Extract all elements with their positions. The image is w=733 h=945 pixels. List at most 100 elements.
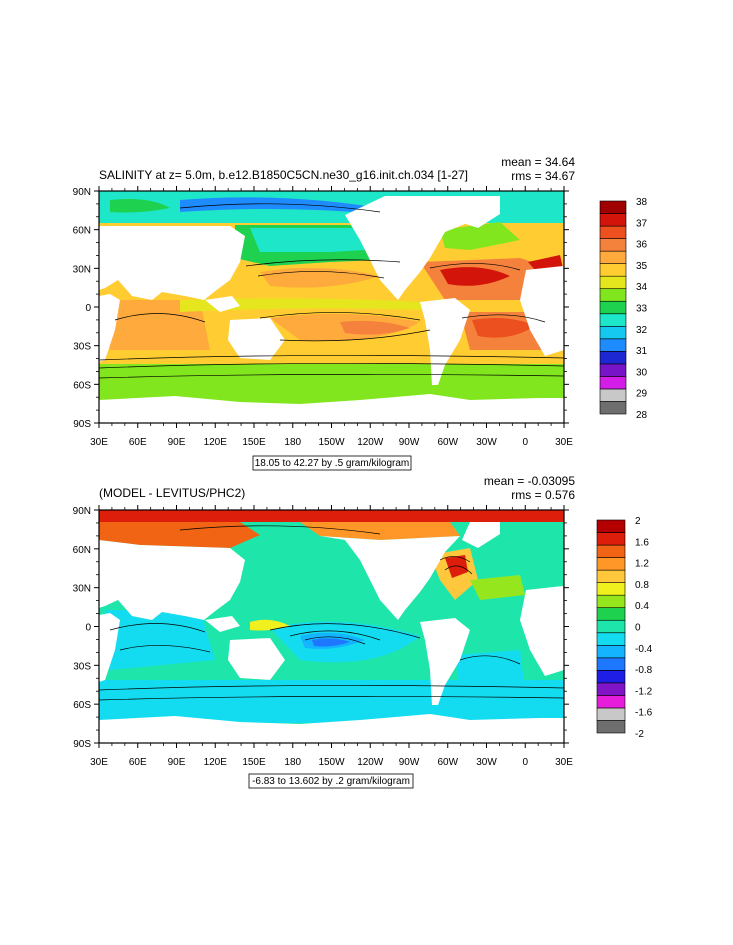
difference-info-box bbox=[248, 773, 414, 789]
salinity-atlantic-n-core bbox=[440, 267, 510, 286]
difference-x-tick-label: 90W bbox=[399, 757, 420, 768]
difference-colorbar: 2 1.6 1.2 0.8 0.4 0 -0.4 -0.8 -1.2 -1.6 -2 bbox=[596, 516, 653, 740]
salinity-colorbar-label: 28 bbox=[636, 410, 648, 421]
salinity-colorbar-label: 37 bbox=[636, 218, 648, 229]
difference-colorbar-label: -2 bbox=[635, 729, 644, 740]
difference-y-tick-label: 30N bbox=[73, 584, 91, 595]
difference-indian-cyan bbox=[105, 610, 215, 670]
difference-colorbar-label: -0.8 bbox=[635, 665, 653, 676]
salinity-mean: mean = 34.64 bbox=[501, 155, 575, 169]
salinity-y-axis: 90N 60N 30N 0 30S 60S 90S bbox=[73, 187, 569, 430]
difference-y-axis: 90N 60N 30N 0 30S 60S 90S bbox=[73, 506, 569, 750]
salinity-colorbar-label: 32 bbox=[636, 325, 648, 336]
difference-rms: rms = 0.576 bbox=[511, 488, 575, 502]
salinity-colorbar-swatch bbox=[599, 300, 627, 315]
difference-y-tick-label: 0 bbox=[85, 623, 91, 634]
salinity-colorbar-swatch bbox=[599, 325, 627, 340]
difference-colorbar-swatch bbox=[596, 632, 626, 646]
salinity-colorbar-swatch bbox=[599, 250, 627, 264]
salinity-y-tick-label: 90S bbox=[73, 419, 91, 430]
land-south-america-2 bbox=[420, 618, 470, 705]
salinity-contour-info: 18.05 to 42.27 by .5 gram/kilogram bbox=[255, 458, 410, 469]
difference-colorbar-label: 0.4 bbox=[635, 601, 649, 612]
difference-x-tick-label: 30W bbox=[476, 757, 497, 768]
land-indonesia bbox=[205, 296, 240, 312]
difference-colorbar-swatch bbox=[596, 720, 626, 734]
difference-colorbar-swatch bbox=[596, 519, 626, 533]
land-south-america bbox=[420, 298, 470, 385]
difference-colorbar-swatch bbox=[596, 670, 626, 684]
land-australia-2 bbox=[228, 638, 285, 680]
difference-colorbar-swatch bbox=[596, 569, 626, 583]
salinity-colorbar-swatch bbox=[599, 313, 627, 327]
salinity-atlantic-s-core bbox=[472, 318, 535, 338]
difference-arctic-mix-2 bbox=[300, 522, 460, 540]
difference-panel: (MODEL - LEVITUS/PHC2) mean = -0.03095 r… bbox=[73, 474, 653, 789]
salinity-y-tick-label: 0 bbox=[85, 303, 91, 314]
land-indonesia-2 bbox=[205, 616, 240, 632]
land-greenland-2 bbox=[462, 522, 500, 548]
salinity-x-tick-label: 90E bbox=[168, 437, 186, 448]
salinity-x-tick-label: 0 bbox=[522, 437, 528, 448]
difference-x-tick-label: 150W bbox=[318, 757, 345, 768]
salinity-colorbar-swatch bbox=[599, 401, 627, 415]
salinity-pacific-core-s bbox=[340, 320, 410, 335]
land-antarctica-2 bbox=[99, 714, 564, 743]
difference-colorbar-swatch bbox=[596, 594, 626, 609]
salinity-x-tick-label: 60W bbox=[437, 437, 458, 448]
difference-colorbar-label: -1.2 bbox=[635, 686, 653, 697]
salinity-x-tick-label: 120W bbox=[357, 437, 384, 448]
salinity-panel: SALINITY at z= 5.0m, b.e12.B1850C5CN.ne3… bbox=[73, 155, 648, 471]
salinity-colorbar-label: 34 bbox=[636, 282, 648, 293]
salinity-colorbar: 38 37 36 35 34 33 32 31 30 29 28 bbox=[599, 197, 648, 421]
difference-map bbox=[98, 510, 565, 743]
difference-contour-info: -6.83 to 13.602 by .2 gram/kilogram bbox=[252, 776, 410, 787]
difference-south-atlantic bbox=[455, 650, 525, 690]
salinity-x-tick-label: 60E bbox=[129, 437, 147, 448]
salinity-colorbar-swatch bbox=[599, 363, 627, 377]
difference-colorbar-swatch bbox=[596, 657, 626, 671]
land-africa-east bbox=[520, 266, 564, 356]
salinity-land bbox=[99, 196, 564, 423]
difference-colorbar-label: -1.6 bbox=[635, 708, 653, 719]
salinity-contours bbox=[98, 203, 565, 379]
difference-colorbar-label: 2 bbox=[635, 516, 641, 527]
salinity-colorbar-swatch bbox=[599, 200, 627, 214]
difference-colorbar-swatch bbox=[596, 619, 626, 634]
salinity-colorbar-label: 38 bbox=[636, 197, 648, 208]
difference-x-tick-label: 30E bbox=[90, 757, 108, 768]
salinity-pacific-max-n bbox=[260, 267, 380, 288]
salinity-mediterranean bbox=[528, 255, 563, 270]
salinity-colorbar-label: 31 bbox=[636, 346, 648, 357]
difference-mean: mean = -0.03095 bbox=[484, 474, 575, 488]
salinity-colorbar-swatch bbox=[599, 213, 627, 227]
difference-colorbar-label: 1.6 bbox=[635, 537, 649, 548]
salinity-y-tick-label: 30S bbox=[73, 342, 91, 353]
difference-x-tick-label: 90E bbox=[168, 757, 186, 768]
salinity-x-tick-label: 90W bbox=[399, 437, 420, 448]
difference-x-tick-label: 120E bbox=[204, 757, 228, 768]
difference-x-tick-label: 30E bbox=[555, 757, 573, 768]
difference-x-tick-label: 60E bbox=[129, 757, 147, 768]
salinity-southern-band bbox=[99, 364, 564, 399]
difference-y-tick-label: 90N bbox=[73, 506, 91, 517]
difference-arctic-mix bbox=[99, 522, 260, 548]
salinity-colorbar-swatch bbox=[599, 288, 627, 302]
salinity-x-axis: 30E 60E 90E 120E 150E 180 150W 120W 90W 60W 30W 0 30… bbox=[90, 186, 573, 448]
land-africa-east-2 bbox=[520, 586, 564, 676]
salinity-colorbar-label: 35 bbox=[636, 261, 648, 272]
difference-title: (MODEL - LEVITUS/PHC2) bbox=[99, 486, 245, 500]
salinity-x-tick-label: 150E bbox=[242, 437, 266, 448]
difference-pacific-fresh-center bbox=[312, 638, 350, 647]
difference-x-tick-label: 180 bbox=[284, 757, 301, 768]
salinity-x-tick-label: 30E bbox=[555, 437, 573, 448]
difference-colorbar-swatch bbox=[596, 644, 626, 659]
salinity-info-box bbox=[252, 455, 412, 471]
difference-colorbar-swatch bbox=[596, 557, 626, 571]
salinity-colorbar-label: 29 bbox=[636, 389, 648, 400]
land-australia bbox=[228, 318, 285, 360]
land-greenland bbox=[445, 196, 500, 228]
salinity-indian bbox=[105, 300, 210, 350]
salinity-x-tick-label: 30W bbox=[476, 437, 497, 448]
